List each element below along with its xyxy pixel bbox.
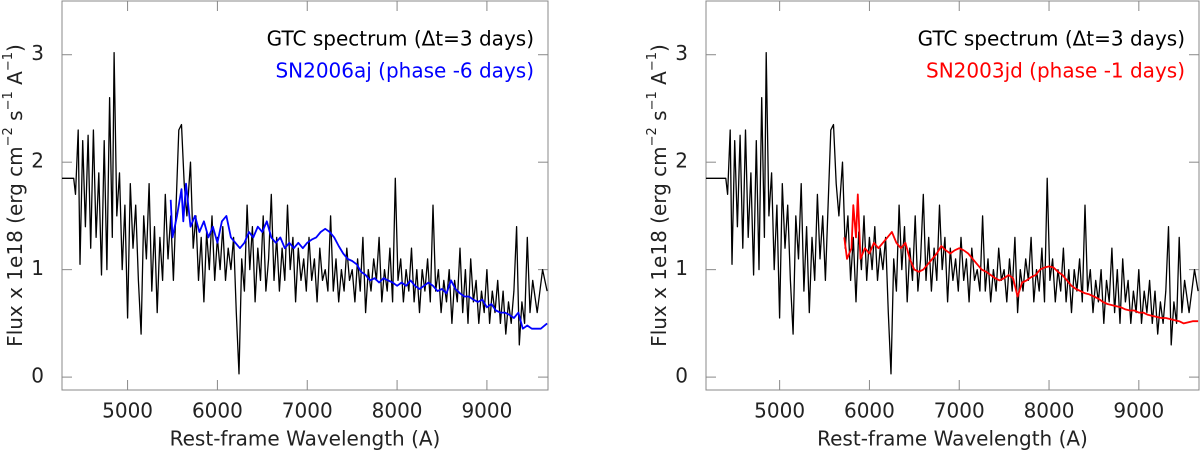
y-tick-label: 0 — [675, 364, 688, 388]
legend: GTC spectrum (Δt=3 days) SN2006aj (phase … — [267, 27, 534, 83]
y-tick-label: 2 — [675, 149, 688, 173]
y-axis-label-part: s — [3, 110, 27, 127]
x-tick-label: 7000 — [934, 399, 985, 423]
y-tick-label: 1 — [675, 256, 688, 280]
y-axis-label-part: Flux x 1e18 (erg cm — [3, 146, 27, 346]
y-tick-label: 3 — [675, 41, 688, 65]
panel: 5000 6000 7000 8000 9000 0 1 2 3 Rest-frame Wavel… — [1, 0, 549, 451]
spectrum-line — [62, 51, 548, 375]
x-tick-label: 7000 — [282, 399, 333, 423]
y-tick-label: 0 — [31, 364, 44, 388]
y-axis-label-superscript: −2 — [645, 127, 660, 146]
y-axis-label-part: A — [3, 71, 27, 91]
x-tick-label: 5000 — [102, 399, 153, 423]
y-axis-label-part: ) — [647, 44, 671, 52]
y-tick-label: 2 — [31, 149, 44, 173]
spectrum-line — [843, 193, 1199, 325]
y-axis-label-part: Flux x 1e18 (erg cm — [647, 146, 671, 346]
y-axis-label-part: A — [647, 71, 671, 91]
y-tick-label: 1 — [31, 256, 44, 280]
x-tick-label: 6000 — [192, 399, 243, 423]
panel: 5000 6000 7000 8000 9000 0 1 2 3 Rest-frame Wavel… — [645, 0, 1200, 451]
y-axis-label-superscript: −1 — [1, 52, 16, 71]
y-axis-label-superscript: −1 — [645, 52, 660, 71]
y-axis-label: Flux x 1e18 (erg cm−2 s−1 A−1) — [1, 44, 27, 347]
plot-area — [62, 51, 548, 375]
y-axis-label-superscript: −1 — [1, 91, 16, 110]
y-tick-label: 3 — [31, 41, 44, 65]
spectrum-line — [169, 182, 548, 330]
spectrum-line — [706, 51, 1199, 375]
plot-area — [706, 51, 1199, 375]
legend-entry: SN2003jd (phase -1 days) — [926, 59, 1185, 83]
y-axis-label-part: s — [647, 110, 671, 127]
legend-entry: GTC spectrum (Δt=3 days) — [918, 27, 1185, 51]
x-axis-label: Rest-frame Wavelength (A) — [817, 427, 1088, 451]
x-tick-label: 9000 — [461, 399, 512, 423]
x-tick-label: 9000 — [1113, 399, 1164, 423]
x-tick-label: 8000 — [372, 399, 423, 423]
x-tick-label: 8000 — [1024, 399, 1075, 423]
plot-frame — [705, 0, 1200, 391]
y-axis-label-superscript: −1 — [645, 91, 660, 110]
legend-entry: SN2006aj (phase -6 days) — [275, 59, 534, 83]
y-axis-label-superscript: −2 — [1, 127, 16, 146]
y-axis-label: Flux x 1e18 (erg cm−2 s−1 A−1) — [645, 44, 671, 347]
x-tick-label: 5000 — [754, 399, 805, 423]
plot-frame — [61, 0, 549, 391]
x-tick-label: 6000 — [844, 399, 895, 423]
x-axis-label: Rest-frame Wavelength (A) — [170, 427, 441, 451]
y-axis-label-part: ) — [3, 44, 27, 52]
legend: GTC spectrum (Δt=3 days) SN2003jd (phase … — [918, 27, 1185, 83]
legend-entry: GTC spectrum (Δt=3 days) — [267, 27, 534, 51]
